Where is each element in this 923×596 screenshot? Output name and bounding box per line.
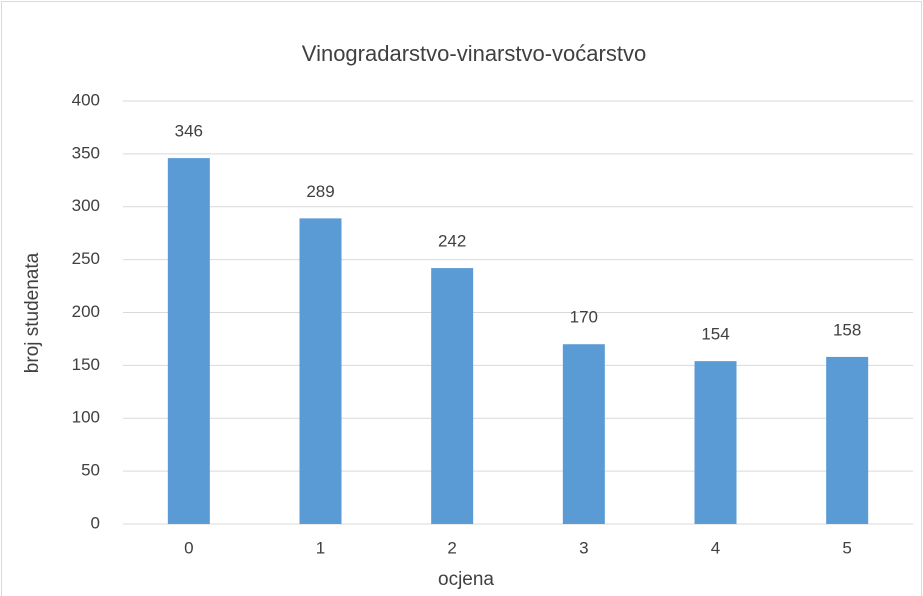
y-tick-label: 300 [72,196,100,215]
data-label: 158 [833,320,861,339]
bar [826,356,869,524]
chart-title: Vinogradarstvo-vinarstvo-voćarstvo [302,41,646,66]
y-tick-label: 350 [72,143,100,162]
data-label: 170 [570,308,598,327]
y-tick-label: 150 [72,355,100,374]
y-tick-label: 100 [72,408,100,427]
y-tick-label: 400 [72,90,100,109]
x-axis-label: ocjena [438,569,494,590]
y-axis-label: broj studenata [22,252,43,373]
y-tick-label: 200 [72,302,100,321]
x-tick-label: 0 [184,538,193,557]
x-tick-label: 3 [579,538,588,557]
bar [299,218,342,524]
x-tick-label: 1 [316,538,325,557]
bar [167,158,210,525]
x-tick-label: 4 [711,538,720,557]
x-tick-label: 2 [447,538,456,557]
data-label: 242 [438,232,466,251]
y-tick-label: 50 [81,461,100,480]
bar [431,268,474,524]
x-tick-label: 5 [842,538,851,557]
bar [694,361,737,524]
bar [562,344,605,524]
data-label: 289 [306,182,334,201]
y-tick-label: 0 [91,513,100,532]
data-label: 154 [701,325,729,344]
data-label: 346 [175,122,203,141]
y-tick-label: 250 [72,249,100,268]
